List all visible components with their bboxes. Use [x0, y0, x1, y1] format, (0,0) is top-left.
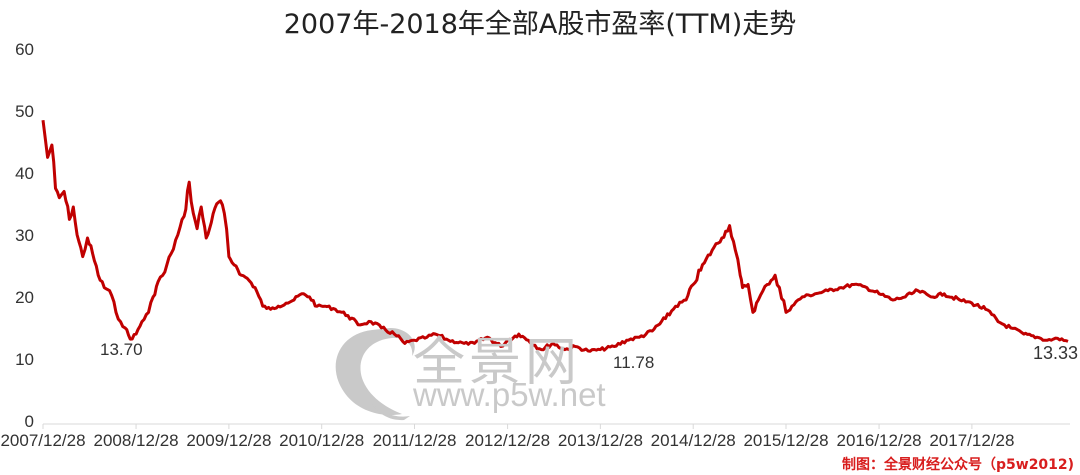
watermark-url: www.p5w.net [413, 376, 606, 413]
x-tick-label: 2007/12/28 [0, 431, 86, 450]
y-tick-label: 60 [15, 40, 34, 59]
x-tick-label: 2014/12/28 [650, 431, 736, 450]
x-tick-label: 2009/12/28 [186, 431, 272, 450]
watermark-name: 全景网 [413, 333, 582, 393]
x-tick-label: 2010/12/28 [279, 431, 365, 450]
x-tick-label: 2015/12/28 [743, 431, 829, 450]
x-tick-label: 2012/12/28 [465, 431, 551, 450]
annotation-low-2014: 11.78 [613, 353, 655, 372]
y-tick-label: 10 [15, 350, 34, 369]
y-tick-label: 30 [15, 226, 34, 245]
pe-ratio-line [41, 120, 1069, 353]
x-axis-ticks [42, 424, 973, 429]
annotation-low-2008: 13.70 [100, 340, 143, 359]
watermark-logo-icon [335, 328, 415, 421]
x-tick-label: 2011/12/28 [372, 431, 457, 450]
x-tick-label: 2017/12/28 [929, 431, 1015, 450]
y-tick-label: 50 [15, 102, 34, 121]
x-tick-label: 2013/12/28 [557, 431, 643, 450]
chart-title: 2007年-2018年全部A股市盈率(TTM)走势 [283, 9, 797, 40]
chart-credit: 制图：全景财经公众号（p5w2012) [842, 457, 1075, 473]
annotation-last: 13.33 [1033, 343, 1079, 363]
x-tick-label: 2008/12/28 [93, 431, 179, 450]
y-tick-label: 0 [24, 412, 34, 431]
x-tick-label: 2016/12/28 [836, 431, 922, 450]
y-tick-label: 40 [15, 164, 34, 183]
y-tick-label: 20 [15, 288, 34, 307]
